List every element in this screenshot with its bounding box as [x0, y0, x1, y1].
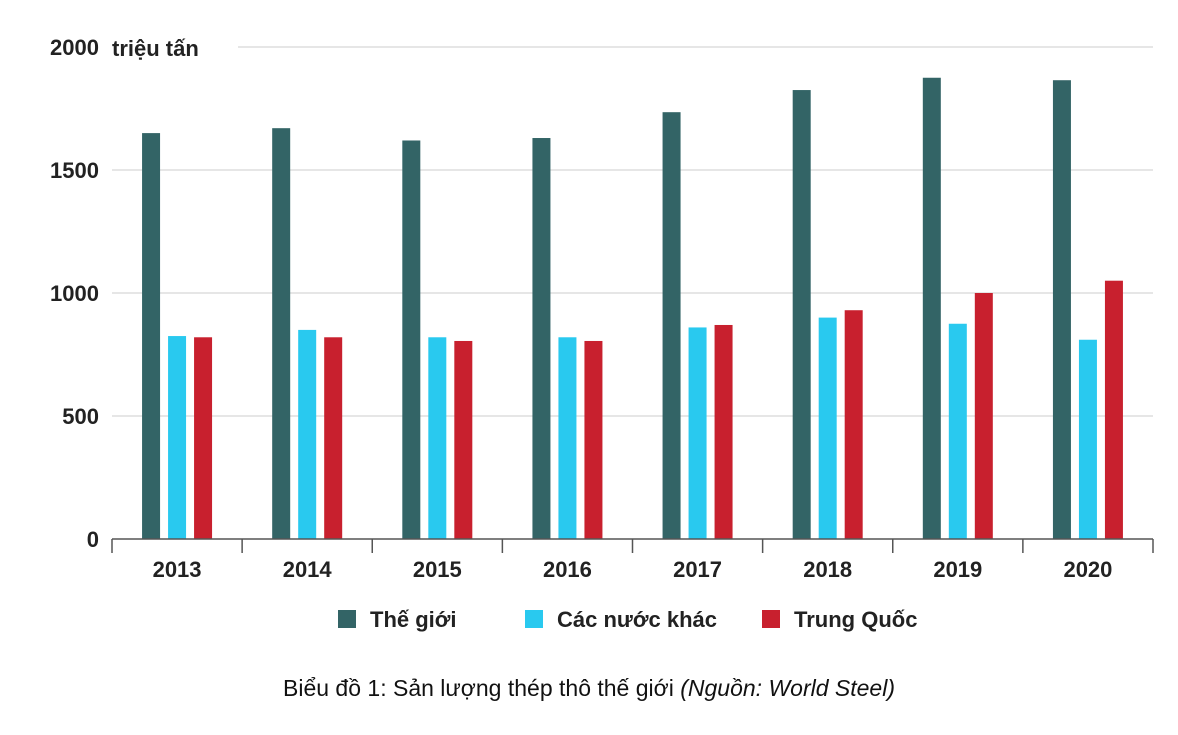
- bar: [272, 128, 291, 539]
- legend-swatch: [338, 610, 356, 628]
- bar: [688, 327, 707, 539]
- bar: [584, 340, 603, 539]
- bar: [662, 112, 681, 539]
- bar: [974, 293, 993, 539]
- bars: [142, 77, 1123, 540]
- bar: [1104, 280, 1123, 539]
- x-tick-label: 2020: [1063, 557, 1112, 582]
- legend-label: Các nước khác: [557, 607, 717, 632]
- x-tick-label: 2013: [153, 557, 202, 582]
- x-axis: 2013 2014 2015 2016 2017 2018 2019 2020: [111, 538, 1154, 582]
- bar: [844, 310, 863, 539]
- x-tick-label: 2017: [673, 557, 722, 582]
- bar: [792, 90, 811, 540]
- legend-label: Thế giới: [370, 607, 457, 632]
- bar: [1078, 339, 1097, 539]
- bar: [818, 317, 837, 539]
- x-tick-label: 2018: [803, 557, 852, 582]
- bar: [402, 140, 421, 540]
- y-axis-ticks: 0 500 1000 1500 2000: [50, 35, 99, 552]
- bar: [1052, 80, 1071, 540]
- gridlines: [112, 46, 1153, 417]
- legend-label: Trung Quốc: [794, 607, 917, 632]
- legend: Thế giới Các nước khác Trung Quốc: [338, 607, 917, 632]
- caption-lead: Biểu đồ 1:: [283, 675, 387, 701]
- legend-swatch: [762, 610, 780, 628]
- bar: [454, 340, 473, 539]
- y-tick-label: 1500: [50, 158, 99, 183]
- y-tick-label: 1000: [50, 281, 99, 306]
- bar: [428, 337, 447, 539]
- y-tick-label: 2000: [50, 35, 99, 60]
- bar: [714, 324, 733, 539]
- x-tick-label: 2019: [933, 557, 982, 582]
- y-axis-unit-label: triệu tấn: [112, 36, 199, 61]
- y-tick-label: 500: [62, 404, 99, 429]
- bar: [194, 337, 213, 539]
- bar: [168, 336, 187, 539]
- bar: [922, 77, 941, 539]
- caption-source: (Nguồn: World Steel): [680, 675, 895, 701]
- x-tick-label: 2016: [543, 557, 592, 582]
- x-tick-label: 2015: [413, 557, 462, 582]
- bar: [298, 329, 317, 539]
- bar: [142, 133, 161, 539]
- x-tick-label: 2014: [283, 557, 333, 582]
- bar: [558, 337, 577, 539]
- caption-text: Sản lượng thép thô thế giới: [386, 675, 681, 701]
- bar: [948, 323, 967, 539]
- bar: [532, 138, 551, 539]
- y-tick-label: 0: [87, 527, 99, 552]
- legend-swatch: [525, 610, 543, 628]
- chart-caption: Biểu đồ 1: Sản lượng thép thô thế giới (…: [0, 675, 1178, 702]
- bar: [324, 337, 343, 539]
